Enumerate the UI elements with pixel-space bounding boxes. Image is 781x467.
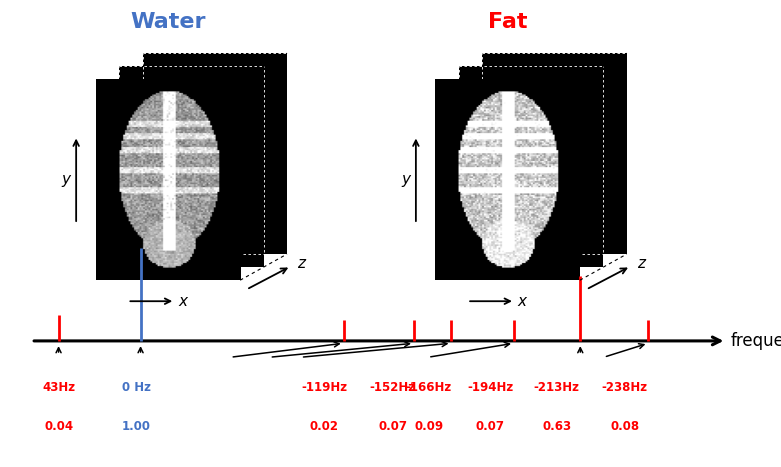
Text: 1.00: 1.00 — [122, 420, 152, 433]
Text: z: z — [637, 256, 645, 271]
Text: 0.09: 0.09 — [414, 420, 444, 433]
Text: Fat: Fat — [488, 12, 527, 32]
Text: 0.63: 0.63 — [542, 420, 572, 433]
Text: 0 Hz: 0 Hz — [122, 381, 152, 394]
Text: y: y — [401, 172, 410, 187]
Text: x: x — [178, 294, 187, 309]
Text: 0.08: 0.08 — [610, 420, 640, 433]
Text: 43Hz: 43Hz — [42, 381, 75, 394]
Text: x: x — [518, 294, 526, 309]
Bar — [459, 66, 603, 267]
Bar — [119, 66, 263, 267]
Text: Water: Water — [130, 12, 205, 32]
Text: -119Hz: -119Hz — [301, 381, 348, 394]
Text: -152Hz: -152Hz — [369, 381, 416, 394]
Text: 0.04: 0.04 — [44, 420, 73, 433]
Text: -213Hz: -213Hz — [534, 381, 580, 394]
Text: -194Hz: -194Hz — [467, 381, 514, 394]
Text: -238Hz: -238Hz — [601, 381, 648, 394]
Text: z: z — [297, 256, 305, 271]
Text: -166Hz: -166Hz — [405, 381, 452, 394]
Text: 0.07: 0.07 — [476, 420, 505, 433]
Text: frequency: frequency — [730, 332, 781, 350]
Text: y: y — [62, 172, 70, 187]
Text: 0.02: 0.02 — [309, 420, 339, 433]
Bar — [142, 53, 287, 254]
Text: 0.07: 0.07 — [378, 420, 408, 433]
Bar — [482, 53, 626, 254]
